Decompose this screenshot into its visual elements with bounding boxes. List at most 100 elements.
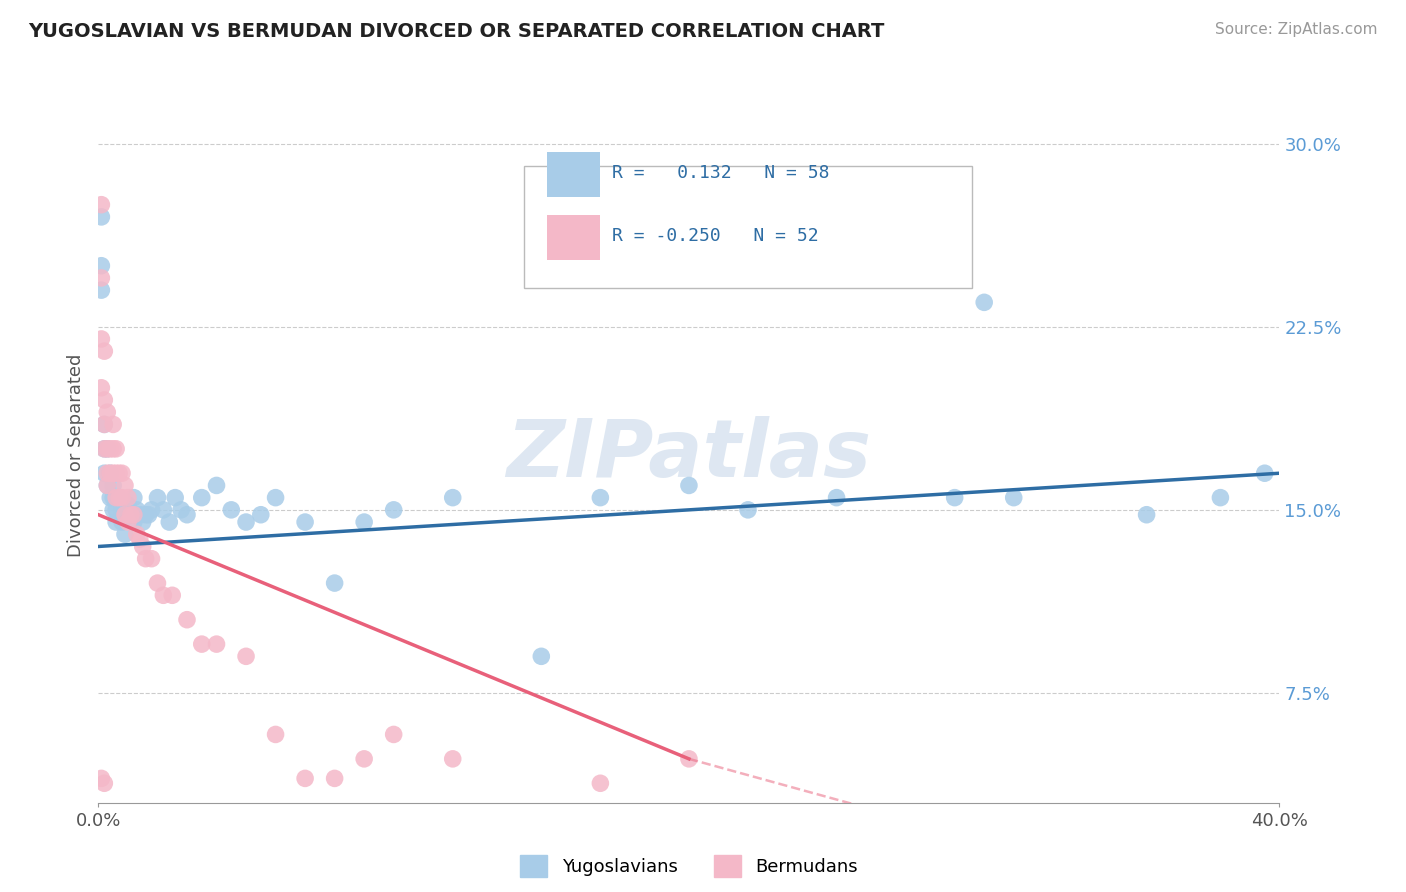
Point — [589, 491, 612, 505]
Point — [93, 776, 115, 790]
Point — [122, 515, 145, 529]
Point — [103, 503, 125, 517]
Point — [111, 503, 134, 517]
Point — [90, 283, 112, 297]
Point — [96, 442, 118, 456]
Point — [125, 503, 148, 517]
Point — [105, 515, 128, 529]
Point — [323, 772, 346, 786]
Point — [117, 508, 139, 522]
Point — [165, 491, 187, 505]
Point — [382, 503, 405, 517]
Point — [141, 503, 163, 517]
Point — [530, 649, 553, 664]
Point — [441, 491, 464, 505]
Point — [96, 405, 118, 419]
Point — [90, 197, 112, 211]
Point — [1254, 467, 1277, 481]
Point — [353, 515, 375, 529]
Point — [111, 515, 134, 529]
Point — [98, 467, 121, 481]
Point — [98, 442, 121, 456]
Text: ZIPatlas: ZIPatlas — [506, 416, 872, 494]
Point — [93, 392, 115, 407]
FancyBboxPatch shape — [547, 153, 600, 197]
Point — [737, 503, 759, 517]
Point — [132, 540, 155, 554]
Point — [162, 588, 183, 602]
Point — [589, 776, 612, 790]
Point — [114, 527, 136, 541]
Point — [90, 271, 112, 285]
Point — [117, 491, 139, 505]
Point — [105, 491, 128, 505]
Point — [146, 576, 169, 591]
Point — [943, 491, 966, 505]
Point — [146, 491, 169, 505]
Text: YUGOSLAVIAN VS BERMUDAN DIVORCED OR SEPARATED CORRELATION CHART: YUGOSLAVIAN VS BERMUDAN DIVORCED OR SEPA… — [28, 22, 884, 41]
Point — [108, 467, 131, 481]
Point — [135, 508, 157, 522]
Point — [103, 478, 125, 492]
Point — [264, 727, 287, 741]
Point — [1002, 491, 1025, 505]
Point — [103, 467, 125, 481]
Point — [111, 491, 134, 505]
Point — [103, 491, 125, 505]
Point — [114, 508, 136, 522]
Point — [294, 772, 316, 786]
Point — [250, 508, 273, 522]
Legend: Yugoslavians, Bermudans: Yugoslavians, Bermudans — [520, 855, 858, 877]
Text: Source: ZipAtlas.com: Source: ZipAtlas.com — [1215, 22, 1378, 37]
Point — [103, 442, 125, 456]
Point — [93, 417, 115, 432]
Point — [90, 772, 112, 786]
Point — [117, 498, 139, 512]
Point — [323, 576, 346, 591]
Point — [90, 332, 112, 346]
Point — [122, 491, 145, 505]
Point — [176, 613, 198, 627]
Point — [108, 491, 131, 505]
Point — [441, 752, 464, 766]
FancyBboxPatch shape — [523, 166, 973, 288]
Point — [98, 491, 121, 505]
Point — [191, 491, 214, 505]
Point — [90, 210, 112, 224]
Point — [973, 295, 995, 310]
Point — [105, 503, 128, 517]
Point — [219, 503, 242, 517]
Point — [120, 508, 142, 522]
Point — [120, 508, 142, 522]
Point — [96, 467, 118, 481]
Point — [128, 532, 150, 546]
Point — [191, 637, 214, 651]
Point — [294, 515, 316, 529]
Point — [235, 649, 257, 664]
Point — [93, 344, 115, 359]
Point — [1135, 508, 1157, 522]
Point — [132, 515, 155, 529]
Text: R = -0.250   N = 52: R = -0.250 N = 52 — [612, 227, 818, 244]
Point — [141, 551, 163, 566]
Point — [105, 442, 128, 456]
Point — [114, 478, 136, 492]
Point — [264, 491, 287, 505]
Point — [678, 752, 700, 766]
Point — [128, 508, 150, 522]
Point — [117, 515, 139, 529]
Point — [157, 515, 180, 529]
Text: R =   0.132   N = 58: R = 0.132 N = 58 — [612, 164, 830, 182]
Point — [205, 637, 228, 651]
Point — [105, 467, 128, 481]
Point — [96, 478, 118, 492]
Point — [205, 478, 228, 492]
Point — [96, 442, 118, 456]
Point — [90, 259, 112, 273]
Y-axis label: Divorced or Separated: Divorced or Separated — [66, 353, 84, 557]
Point — [176, 508, 198, 522]
Point — [103, 417, 125, 432]
Point — [93, 442, 115, 456]
Point — [1209, 491, 1232, 505]
Point — [138, 508, 160, 522]
